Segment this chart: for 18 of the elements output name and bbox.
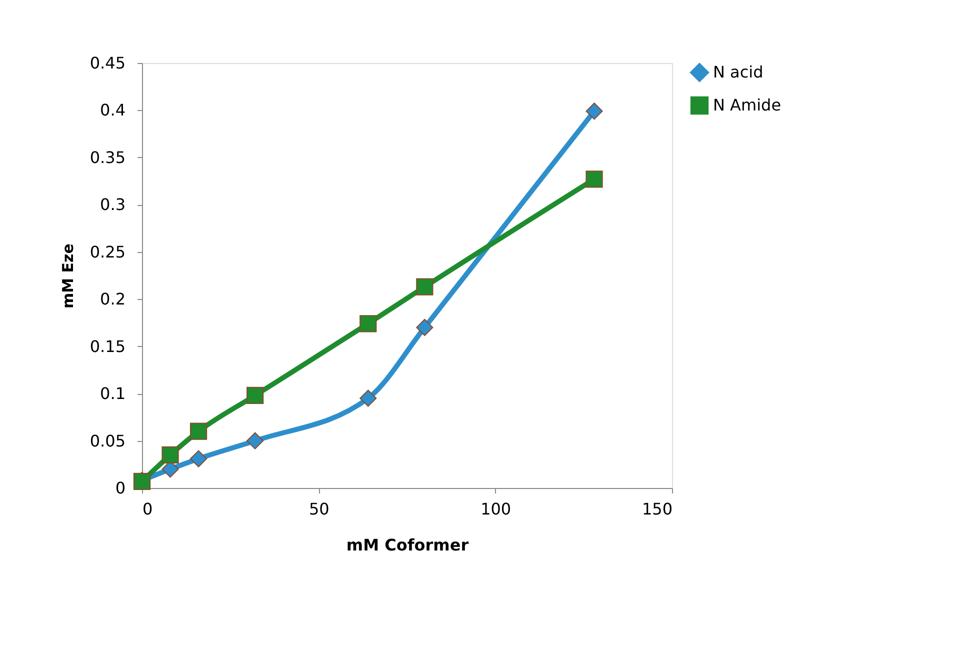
x-tick-label: 100 <box>480 500 512 518</box>
y-tick-label: 0.4 <box>100 100 126 120</box>
y-tick-label: 0.2 <box>100 290 126 309</box>
y-tick-label: 0.3 <box>100 195 126 214</box>
x-tick-label: 150 <box>642 500 672 518</box>
y-axis-title: mM Eze <box>58 244 77 308</box>
y-tick-label: 0.45 <box>90 54 126 72</box>
y-tick-label: 0 <box>115 478 126 498</box>
legend-label: N Amide <box>713 96 782 114</box>
y-tick-label: 0.15 <box>90 336 126 356</box>
y-tick-label: 0.1 <box>100 384 126 404</box>
x-tick-label: 0 <box>142 500 153 518</box>
y-tick-label: 0.25 <box>90 242 126 262</box>
x-axis-title: mM Coformer <box>346 536 469 554</box>
legend-label: N acid <box>713 62 764 82</box>
x-tick-label: 50 <box>308 500 330 518</box>
y-tick-label: 0.35 <box>90 148 126 167</box>
y-tick-label: 0.05 <box>90 431 126 450</box>
